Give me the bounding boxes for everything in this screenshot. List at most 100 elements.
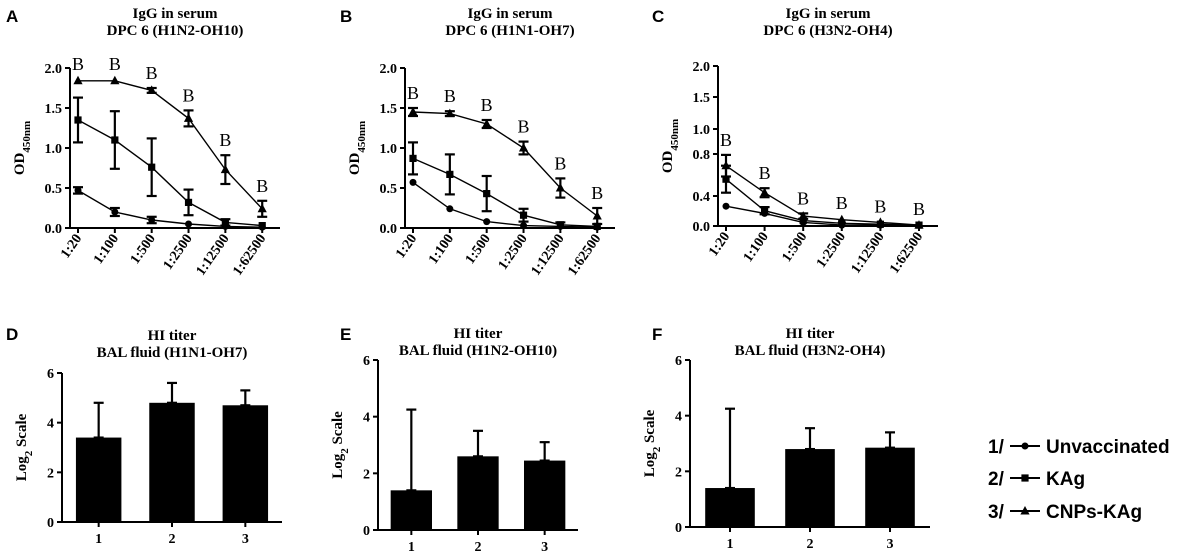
significance-label: B [913,199,925,219]
significance-label: B [518,117,530,137]
y-axis-label-main: Log [642,452,658,478]
y-tick-label: 1.0 [380,142,398,157]
data-point [183,113,194,122]
y-tick-label: 2 [47,466,54,481]
x-tick-label: 1:100 [741,230,772,265]
panel-letter: A [6,7,18,26]
panel-letter: C [652,7,664,26]
x-tick-label: 1:2500 [496,232,531,273]
y-tick-label: 0.0 [693,220,711,235]
data-point [556,221,564,229]
significance-label: B [481,95,493,115]
y-tick-label: 0.8 [693,148,711,163]
bar [865,447,915,527]
significance-label: B [146,63,158,83]
series-line [412,181,598,228]
y-axis-label-sub: 2 [651,446,663,452]
y-tick-label: 6 [47,367,54,382]
x-tick-label: 1:12500 [194,232,233,279]
data-point [445,108,455,118]
y-tick-label: 1.5 [45,102,63,117]
x-tick-label: 1:12500 [849,230,888,277]
chart-subtitle: DPC 6 (H1N1-OH7) [445,23,574,39]
x-tick-label: 1:2500 [161,232,196,273]
legend-marker [1021,474,1029,482]
series-kag [721,164,923,229]
legend-number: 1/ [988,437,1005,458]
series-line [78,80,263,210]
data-point [446,205,454,213]
series-unvaccinated [73,186,266,231]
x-tick-label: 1:2500 [814,230,849,271]
panel-letter: D [6,325,18,344]
x-tick-label: 2 [807,537,814,552]
x-tick-label: 2 [475,540,482,555]
series-cnps-kag [408,106,603,226]
y-tick-label: 2.0 [693,60,711,75]
data-point [914,220,924,229]
y-tick-label: 1.0 [45,142,63,157]
y-tick-label: 0.0 [45,222,63,237]
legend: 1/Unvaccinated 2/KAg 3/CNPs-KAg [988,437,1170,523]
bar [75,437,122,522]
y-axis-label-main: OD [12,152,28,175]
y-axis-label-main: Log [14,456,30,482]
y-axis-label-sub: 2 [23,450,35,456]
y-axis-label-sub: 450nm [21,121,33,153]
legend-label: KAg [1046,469,1085,490]
significance-label: B [836,193,848,213]
data-point [875,217,885,226]
y-tick-label: 4 [47,417,54,432]
panel-letter: B [340,7,352,26]
data-point [74,116,82,124]
y-tick-label: 1.5 [693,91,711,106]
chart-title: HI titer [786,326,835,342]
series-cnps-kag [721,153,924,229]
data-point [721,160,731,170]
legend-item-1: 1/Unvaccinated [988,437,1170,458]
y-tick-label: 0.5 [45,182,63,197]
data-point [111,208,119,216]
bar [524,460,566,530]
legend-label: Unvaccinated [1046,437,1170,458]
data-point [482,119,492,128]
y-tick-label: 6 [363,354,370,369]
significance-label: B [720,130,732,150]
x-tick-label: 3 [541,540,548,555]
y-axis-label: OD450nm [347,121,368,175]
data-point [483,218,491,226]
bar [222,405,269,522]
y-tick-label: 2.0 [45,62,63,77]
x-tick-label: 3 [242,532,249,547]
bar [457,456,499,530]
x-tick-label: 1:20 [393,232,420,262]
data-point [838,219,846,227]
chart-subtitle: BAL fluid (H3N2-OH4) [735,343,886,359]
y-tick-label: 0.0 [380,222,398,237]
data-point [258,222,266,230]
x-tick-label: 3 [887,537,894,552]
data-point [520,222,528,230]
data-point [722,175,730,183]
series-line [725,178,919,226]
panel-letter: F [652,325,662,344]
y-tick-label: 0 [675,521,682,536]
y-axis-label-main: OD [347,152,363,175]
significance-label: B [256,176,268,196]
chart-title: IgG in serum [132,6,218,22]
y-tick-label: 4 [363,411,370,426]
x-tick-label: 1:20 [58,232,85,262]
x-tick-label: 1:12500 [529,232,568,279]
x-tick-label: 1:500 [779,230,810,265]
series-line [412,111,598,217]
y-tick-label: 0 [363,524,370,539]
y-axis-label: Log2 Scale [14,413,35,481]
x-tick-label: 1:500 [128,232,159,267]
series-line [412,157,598,228]
data-point [799,217,807,225]
bar [149,402,195,522]
chart-title: IgG in serum [467,6,553,22]
